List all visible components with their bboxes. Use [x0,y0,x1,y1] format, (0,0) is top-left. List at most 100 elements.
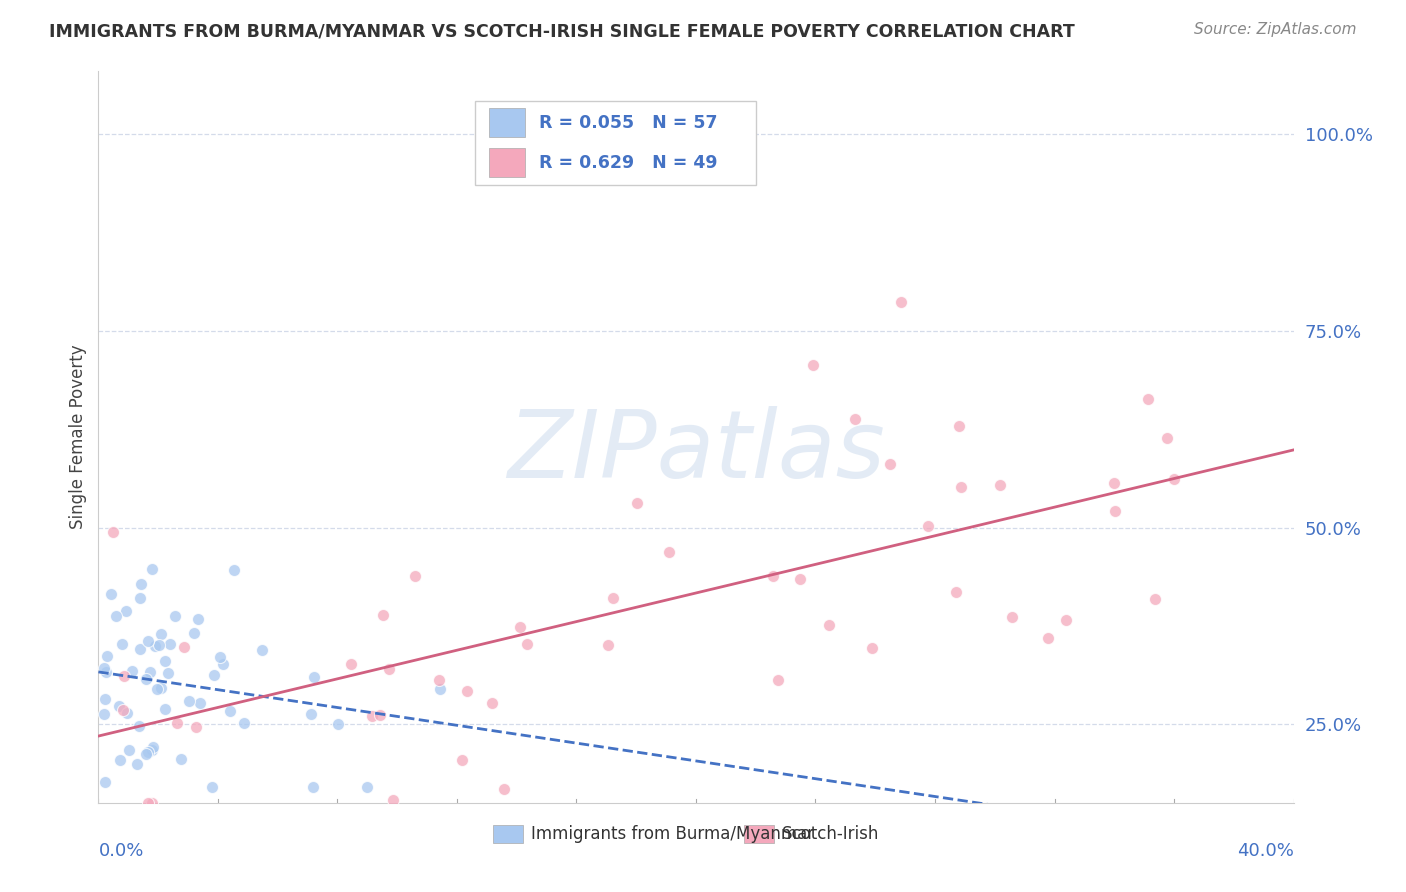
Point [602,591,624,605]
Point [917,518,939,533]
Point [1102,475,1125,490]
Point [93,661,115,675]
Point [148,638,170,652]
Point [626,496,648,510]
Point [988,478,1011,492]
Point [218,704,240,718]
Point [844,412,866,426]
Text: Source: ZipAtlas.com: Source: ZipAtlas.com [1194,22,1357,37]
Point [93,692,115,706]
Text: Immigrants from Burma/Myanmar: Immigrants from Burma/Myanmar [531,824,814,843]
Point [381,792,404,806]
Point [302,780,325,794]
Point [371,608,394,623]
Point [100,587,122,601]
Point [762,568,785,582]
Text: R = 0.055   N = 57: R = 0.055 N = 57 [540,113,718,131]
Point [1144,592,1167,607]
Point [149,681,172,695]
Point [328,717,350,731]
Point [115,604,138,618]
Point [427,673,450,687]
Point [94,775,117,789]
Point [202,668,225,682]
FancyBboxPatch shape [744,825,773,843]
Point [361,709,384,723]
Point [141,743,163,757]
Text: IMMIGRANTS FROM BURMA/MYANMAR VS SCOTCH-IRISH SINGLE FEMALE POVERTY CORRELATION : IMMIGRANTS FROM BURMA/MYANMAR VS SCOTCH-… [49,22,1076,40]
Text: 40.0%: 40.0% [1237,842,1294,860]
Point [404,569,426,583]
Point [481,696,503,710]
Point [156,666,179,681]
Y-axis label: Single Female Poverty: Single Female Poverty [69,345,87,529]
Point [233,715,256,730]
Point [211,657,233,671]
Point [111,703,134,717]
Text: 0.0%: 0.0% [98,842,143,860]
Point [188,696,211,710]
Point [111,637,134,651]
Point [103,524,125,539]
Point [789,572,811,586]
Point [170,751,193,765]
Point [127,757,149,772]
Point [378,662,401,676]
Point [658,545,681,559]
Point [302,670,325,684]
Point [166,716,188,731]
Point [136,745,159,759]
Point [135,672,157,686]
Point [450,753,472,767]
FancyBboxPatch shape [494,825,523,843]
Point [860,640,883,655]
Point [163,608,186,623]
Point [145,681,167,696]
Point [879,457,901,471]
Point [1137,392,1160,406]
Point [93,707,115,722]
Point [509,620,531,634]
Point [596,638,619,652]
Point [112,669,135,683]
Point [1054,613,1077,627]
Point [143,639,166,653]
Point [153,702,176,716]
Point [108,698,131,713]
Point [121,664,143,678]
Point [1156,431,1178,445]
Point [299,707,322,722]
Point [105,608,128,623]
Point [96,648,118,663]
Point [141,562,163,576]
Point [186,612,208,626]
Point [177,694,200,708]
Point [208,649,231,664]
Point [135,747,157,761]
Point [1036,631,1059,645]
Point [429,682,451,697]
Text: R = 0.629   N = 49: R = 0.629 N = 49 [540,153,718,172]
Point [159,637,181,651]
Point [142,740,165,755]
Point [250,643,273,657]
Point [153,654,176,668]
Point [494,781,516,796]
Point [1163,472,1185,486]
Point [950,480,973,494]
Point [128,719,150,733]
Point [945,584,967,599]
Point [173,640,195,654]
Point [224,563,246,577]
Point [1001,610,1024,624]
Point [108,753,131,767]
Point [117,706,139,721]
Point [129,591,152,606]
Point [818,618,841,632]
Point [149,627,172,641]
Point [368,708,391,723]
Point [128,642,150,657]
Point [118,742,141,756]
Point [766,673,789,687]
FancyBboxPatch shape [475,101,756,185]
